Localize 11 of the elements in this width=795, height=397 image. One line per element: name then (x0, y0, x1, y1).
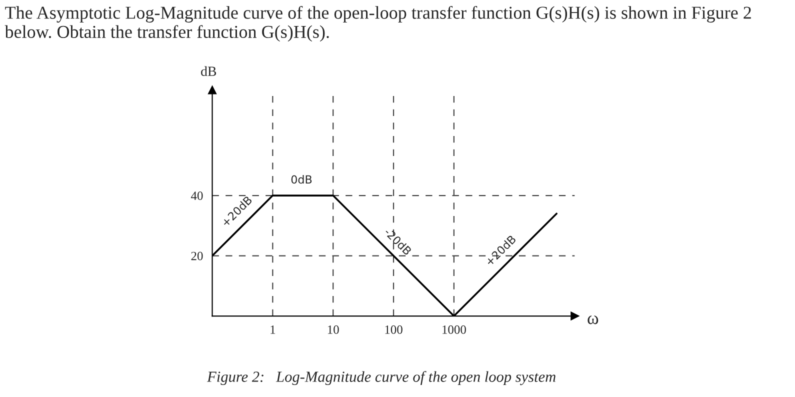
x-tick-label: 1 (270, 325, 276, 334)
caption: Figure 2: Log-Magnitude curve of the open loop system (206, 371, 556, 386)
x-tick-label: 1000 (442, 325, 466, 334)
annotation: 0dB (291, 175, 312, 184)
x-tick-label: 100 (385, 325, 402, 334)
x-tick-label: 10 (328, 325, 339, 334)
y-tick-label: 40 (190, 192, 203, 200)
y-tick-label: 20 (191, 252, 203, 260)
chart-title: The Asymptotic Log-Magnitude curve of the open-loop transfer function G(s)H(s) is shown in Figure 2 below. Obtain the transfer function G(s)H(s). (4, 6, 751, 42)
y-axis-title: dB (201, 66, 216, 76)
x-axis-title: ω (588, 316, 598, 324)
